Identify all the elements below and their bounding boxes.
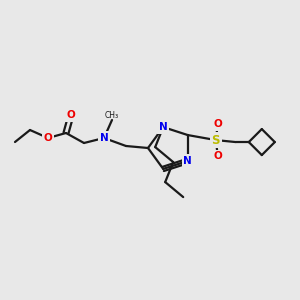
Text: S: S — [212, 134, 220, 147]
Text: O: O — [213, 151, 222, 161]
Text: CH₃: CH₃ — [105, 110, 119, 119]
Text: O: O — [213, 119, 222, 129]
Text: N: N — [159, 122, 168, 132]
Text: N: N — [100, 133, 108, 143]
Text: N: N — [183, 156, 192, 166]
Text: O: O — [44, 133, 52, 143]
Text: O: O — [67, 110, 75, 120]
